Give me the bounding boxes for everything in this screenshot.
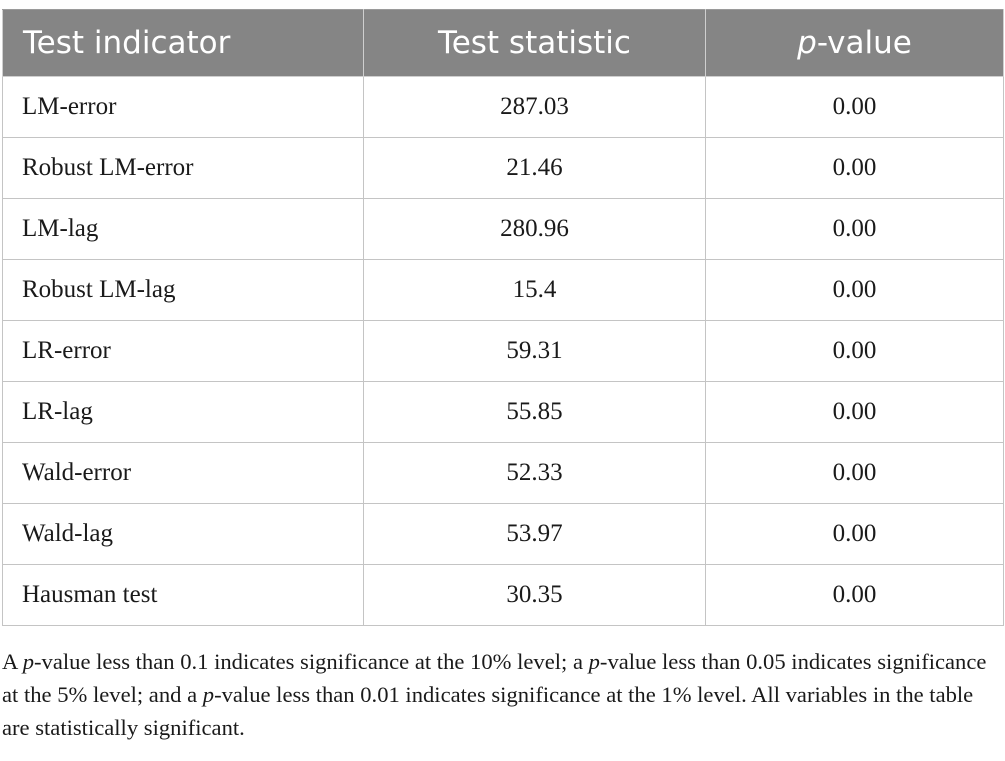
test-results-table: Test indicator Test statistic p-value LM… — [2, 9, 1004, 626]
table-row: Robust LM-error 21.46 0.00 — [2, 137, 1004, 199]
results-table-container: Test indicator Test statistic p-value LM… — [2, 9, 1005, 626]
cell-p-value: 0.00 — [705, 76, 1004, 138]
cell-indicator: LR-error — [2, 320, 364, 382]
footnote-text: -value less than 0.05 indicates signific… — [2, 649, 987, 707]
table-row: Wald-error 52.33 0.00 — [2, 442, 1004, 504]
table-header: Test indicator Test statistic p-value — [2, 9, 1004, 77]
table-footnote: A p-value less than 0.1 indicates signif… — [2, 645, 1002, 744]
footnote-text: -value less than 0.1 indicates significa… — [34, 649, 589, 674]
footnote-p-italic: p — [202, 682, 215, 707]
cell-indicator: Wald-error — [2, 442, 364, 504]
cell-indicator: Wald-lag — [2, 503, 364, 565]
header-row: Test indicator Test statistic p-value — [2, 9, 1004, 77]
footnote-p-italic: p — [588, 649, 600, 674]
table-row: Hausman test 30.35 0.00 — [2, 564, 1004, 626]
table-row: LM-error 287.03 0.00 — [2, 76, 1004, 138]
cell-statistic: 15.4 — [363, 259, 706, 321]
header-test-statistic: Test statistic — [363, 9, 706, 77]
table-row: LR-error 59.31 0.00 — [2, 320, 1004, 382]
cell-statistic: 59.31 — [363, 320, 706, 382]
cell-p-value: 0.00 — [705, 503, 1004, 565]
cell-statistic: 280.96 — [363, 198, 706, 260]
cell-indicator: Hausman test — [2, 564, 364, 626]
table-row: Robust LM-lag 15.4 0.00 — [2, 259, 1004, 321]
cell-p-value: 0.00 — [705, 381, 1004, 443]
cell-indicator: LR-lag — [2, 381, 364, 443]
cell-statistic: 287.03 — [363, 76, 706, 138]
cell-statistic: 52.33 — [363, 442, 706, 504]
table-row: Wald-lag 53.97 0.00 — [2, 503, 1004, 565]
cell-indicator: LM-error — [2, 76, 364, 138]
cell-p-value: 0.00 — [705, 442, 1004, 504]
footnote-p-italic: p — [22, 649, 35, 674]
cell-indicator: Robust LM-lag — [2, 259, 364, 321]
cell-p-value: 0.00 — [705, 564, 1004, 626]
cell-p-value: 0.00 — [705, 259, 1004, 321]
header-p-rest: -value — [816, 25, 912, 61]
cell-statistic: 30.35 — [363, 564, 706, 626]
cell-p-value: 0.00 — [705, 320, 1004, 382]
cell-statistic: 21.46 — [363, 137, 706, 199]
cell-statistic: 53.97 — [363, 503, 706, 565]
table-row: LR-lag 55.85 0.00 — [2, 381, 1004, 443]
cell-statistic: 55.85 — [363, 381, 706, 443]
cell-indicator: Robust LM-error — [2, 137, 364, 199]
footnote-text: -value less than 0.01 indicates signific… — [2, 682, 974, 740]
header-p-value: p-value — [705, 9, 1004, 77]
footnote-text: A — [2, 649, 23, 674]
cell-indicator: LM-lag — [2, 198, 364, 260]
cell-p-value: 0.00 — [705, 137, 1004, 199]
table-row: LM-lag 280.96 0.00 — [2, 198, 1004, 260]
cell-p-value: 0.00 — [705, 198, 1004, 260]
header-test-indicator: Test indicator — [2, 9, 364, 77]
header-p-italic: p — [797, 25, 817, 61]
